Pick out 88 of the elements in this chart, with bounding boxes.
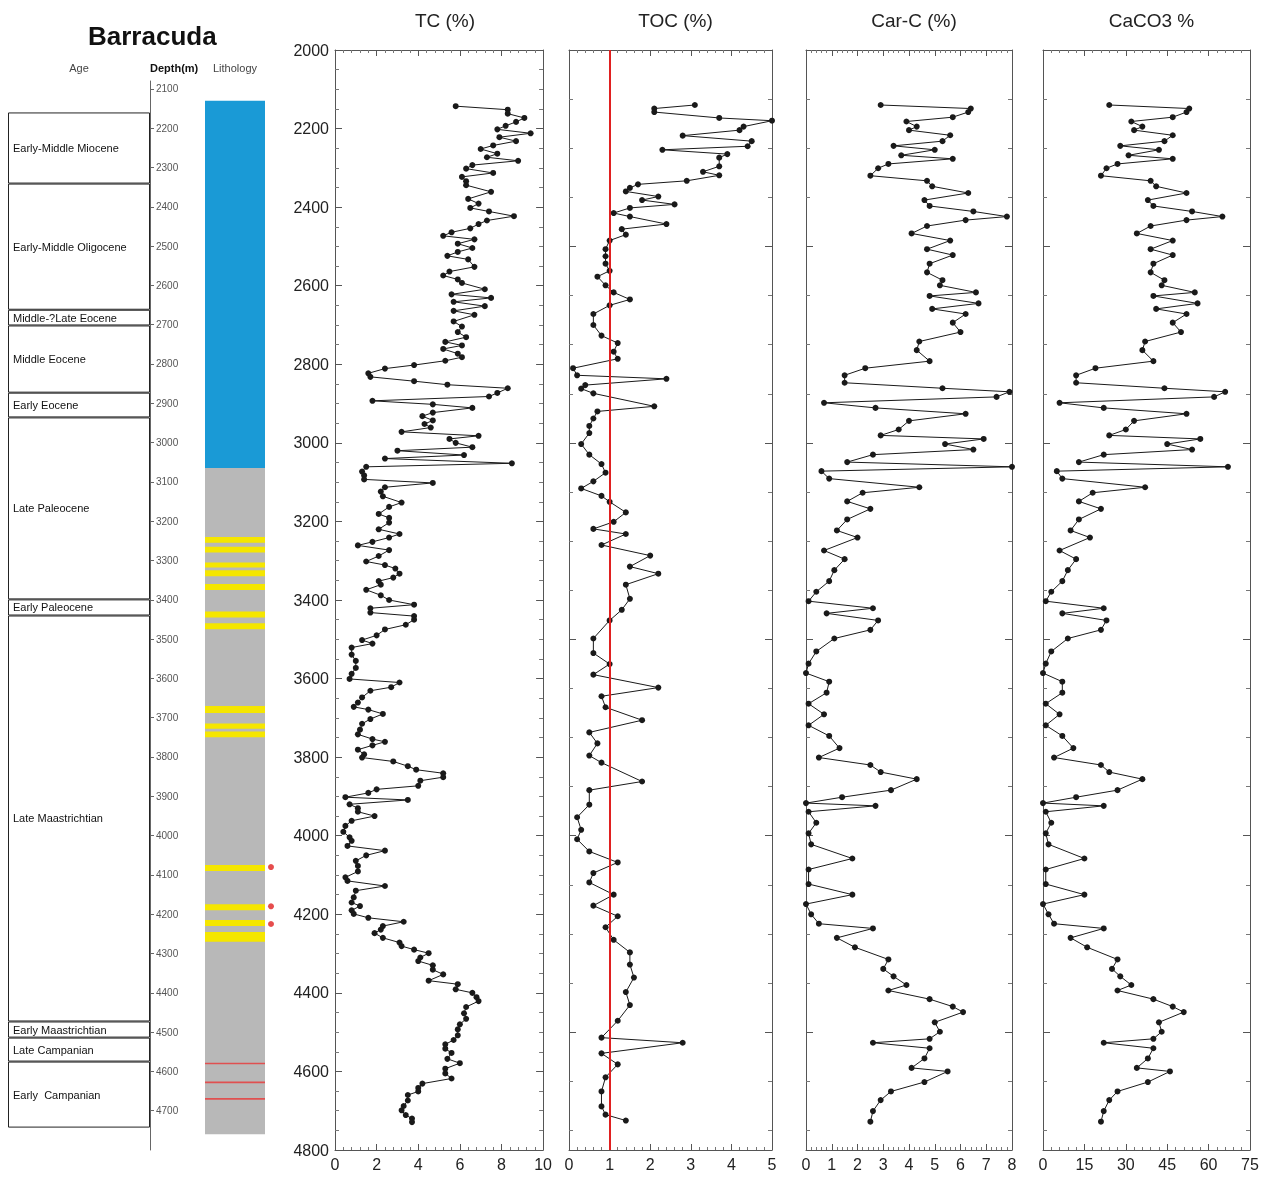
y-tick-label: 3400 bbox=[293, 591, 330, 609]
y-tick-label: 4600 bbox=[156, 1065, 179, 1077]
x-tick-label: 15 bbox=[1075, 1155, 1094, 1173]
x-tick-label: 8 bbox=[497, 1155, 507, 1173]
y-tick-label: 4200 bbox=[156, 908, 179, 920]
x-tick-label: 2 bbox=[853, 1155, 863, 1173]
x-tick-label: 4 bbox=[904, 1155, 914, 1173]
x-tick-label: 4 bbox=[413, 1155, 423, 1173]
x-tick-label: 0 bbox=[801, 1155, 811, 1173]
series-label: Early Eocene bbox=[13, 399, 79, 412]
y-tick-label: 2700 bbox=[156, 319, 179, 331]
x-tick-label: Lithology bbox=[212, 61, 258, 74]
x-tick-label: 5 bbox=[930, 1155, 940, 1173]
x-tick-label: 6 bbox=[455, 1155, 465, 1173]
chart-title: TC (%) bbox=[414, 10, 476, 31]
x-tick-label: 0 bbox=[564, 1155, 574, 1173]
y-tick-label: 2100 bbox=[156, 83, 179, 95]
y-tick-label: 2200 bbox=[156, 122, 179, 134]
y-tick-label: 2900 bbox=[156, 397, 179, 409]
y-axis-title: Depth(m) bbox=[150, 61, 199, 74]
series-label: Late Campanian bbox=[13, 1043, 94, 1056]
y-tick-label: 3500 bbox=[156, 633, 179, 645]
y-tick-label: 4600 bbox=[293, 1062, 330, 1080]
y-tick-label: 4000 bbox=[156, 830, 179, 842]
y-tick-label: 2300 bbox=[156, 161, 179, 173]
x-tick-label: 1 bbox=[827, 1155, 837, 1173]
chart-title: CaCO3 % bbox=[1108, 10, 1195, 31]
series-label: Middle-?Late Eocene bbox=[13, 311, 117, 324]
y-tick-label: 3400 bbox=[156, 594, 179, 606]
y-tick-label: 4100 bbox=[156, 869, 179, 881]
x-tick-label: 60 bbox=[1199, 1155, 1218, 1173]
x-tick-label: 5 bbox=[767, 1155, 777, 1173]
series-label: Late Paleocene bbox=[13, 502, 90, 515]
y-tick-label: 2000 bbox=[293, 41, 330, 59]
y-tick-label: 2600 bbox=[293, 277, 330, 295]
y-tick-label: 4300 bbox=[156, 947, 179, 959]
y-tick-label: 3800 bbox=[293, 748, 330, 766]
series-label: Early Campanian bbox=[13, 1088, 101, 1101]
y-tick-label: 2500 bbox=[156, 240, 179, 252]
x-tick-label: 1 bbox=[605, 1155, 615, 1173]
x-tick-label: 4 bbox=[726, 1155, 736, 1173]
x-tick-label: 45 bbox=[1158, 1155, 1177, 1173]
y-tick-label: 2400 bbox=[293, 198, 330, 216]
x-tick-label: 8 bbox=[1007, 1155, 1017, 1173]
chart-title: Car-C (%) bbox=[871, 10, 957, 31]
y-tick-label: 4500 bbox=[156, 1026, 179, 1038]
x-tick-label: 3 bbox=[686, 1155, 696, 1173]
x-tick-label: 3 bbox=[878, 1155, 888, 1173]
y-tick-label: 3800 bbox=[156, 751, 179, 763]
x-tick-label: 2 bbox=[372, 1155, 382, 1173]
x-tick-label: 30 bbox=[1116, 1155, 1135, 1173]
x-tick-label: 0 bbox=[330, 1155, 340, 1173]
y-tick-label: 3900 bbox=[156, 790, 179, 802]
y-tick-label: 4400 bbox=[156, 987, 179, 999]
y-tick-label: 2600 bbox=[156, 279, 179, 291]
y-tick-label: 3600 bbox=[156, 672, 179, 684]
y-tick-label: 4700 bbox=[156, 1105, 179, 1117]
chart-title: TOC (%) bbox=[638, 10, 713, 31]
x-tick-label: 2 bbox=[645, 1155, 655, 1173]
y-tick-label: 3000 bbox=[156, 437, 179, 449]
y-tick-label: 3100 bbox=[156, 476, 179, 488]
y-tick-label: 4800 bbox=[293, 1141, 330, 1159]
series-label: Early Paleocene bbox=[13, 601, 94, 614]
y-tick-label: 2200 bbox=[293, 120, 330, 138]
y-tick-label: 3200 bbox=[293, 512, 330, 530]
series-label: Middle Eocene bbox=[13, 353, 86, 366]
y-tick-label: 3000 bbox=[293, 434, 330, 452]
y-tick-label: 2800 bbox=[156, 358, 179, 370]
x-tick-label: 0 bbox=[1038, 1155, 1048, 1173]
y-tick-label: 2400 bbox=[156, 201, 179, 213]
x-tick-label: 10 bbox=[534, 1155, 553, 1173]
series-label: Early Maastrichtian bbox=[13, 1023, 107, 1036]
y-tick-label: 3700 bbox=[156, 712, 179, 724]
series-label: Early-Middle Miocene bbox=[13, 142, 119, 155]
x-tick-label: Age bbox=[69, 61, 89, 74]
series-label: Early-Middle Oligocene bbox=[13, 240, 127, 253]
y-tick-label: 4000 bbox=[293, 827, 330, 845]
x-tick-label: 75 bbox=[1241, 1155, 1259, 1173]
y-tick-label: 4200 bbox=[293, 905, 330, 923]
y-tick-label: 3300 bbox=[156, 554, 179, 566]
x-tick-label: 6 bbox=[956, 1155, 966, 1173]
y-tick-label: 4400 bbox=[293, 984, 330, 1002]
y-tick-label: 2800 bbox=[293, 355, 330, 373]
y-tick-label: 3200 bbox=[156, 515, 179, 527]
chart-title: Barracuda bbox=[88, 21, 218, 51]
y-tick-label: 3600 bbox=[293, 670, 330, 688]
x-tick-label: 7 bbox=[981, 1155, 991, 1173]
series-label: Late Maastrichtian bbox=[13, 812, 103, 825]
